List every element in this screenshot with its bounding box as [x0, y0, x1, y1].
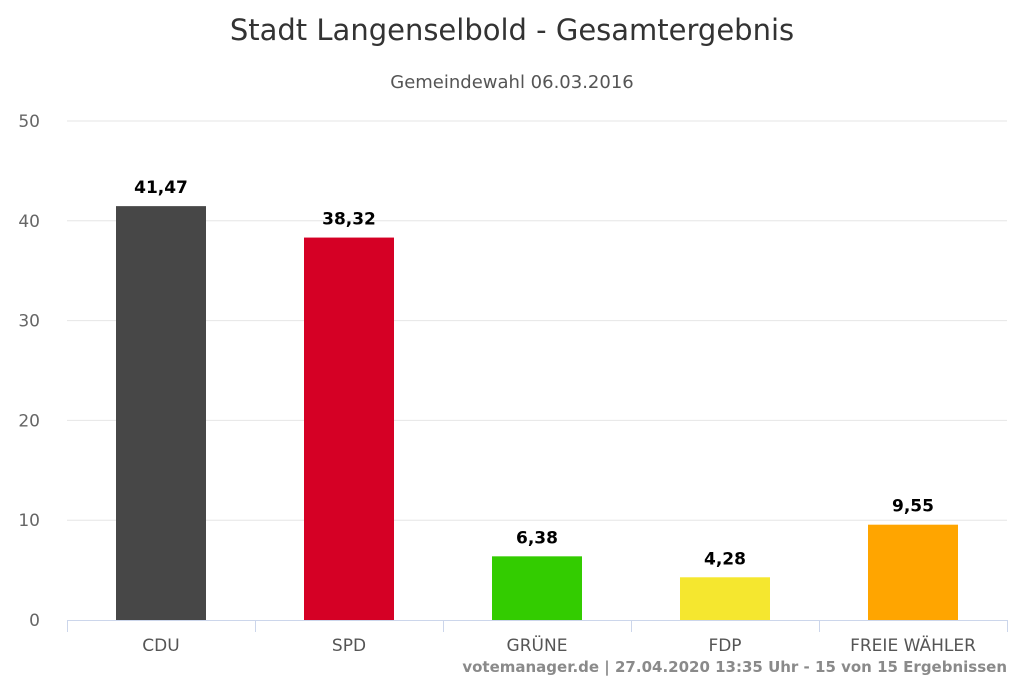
data-label: 6,38 — [516, 528, 558, 548]
x-axis: CDU SPD GRÜNE FDP FREIE WÄHLER — [67, 620, 1008, 656]
data-label: 4,28 — [704, 549, 746, 569]
y-axis-labels: 0 10 20 30 40 50 — [18, 112, 40, 631]
x-tick-label: GRÜNE — [507, 634, 568, 656]
x-tick-label: SPD — [332, 636, 366, 656]
bar-cdu[interactable] — [116, 206, 206, 620]
x-tick-label: FREIE WÄHLER — [850, 635, 976, 656]
gridlines — [67, 120, 1007, 521]
data-label: 41,47 — [134, 178, 188, 198]
bar-fdp[interactable] — [680, 577, 770, 620]
data-labels: 41,47 38,32 6,38 4,28 9,55 — [134, 178, 934, 569]
bar-spd[interactable] — [304, 237, 394, 620]
y-tick-label: 0 — [29, 611, 40, 631]
chart-subtitle: Gemeindewahl 06.03.2016 — [390, 72, 633, 93]
chart-title: Stadt Langenselbold - Gesamtergebnis — [230, 13, 794, 47]
bar-freie-w-hler[interactable] — [868, 524, 958, 620]
y-tick-label: 30 — [18, 312, 40, 332]
data-label: 38,32 — [322, 210, 376, 230]
x-tick-label: FDP — [708, 636, 741, 656]
y-tick-label: 40 — [18, 212, 40, 232]
x-tick-label: CDU — [142, 636, 179, 656]
y-tick-label: 50 — [18, 112, 40, 132]
data-label: 9,55 — [892, 497, 934, 517]
bars — [116, 206, 958, 620]
y-tick-label: 20 — [18, 411, 40, 431]
bar-gr-ne[interactable] — [492, 556, 582, 620]
credits[interactable]: votemanager.de | 27.04.2020 13:35 Uhr - … — [462, 658, 1007, 677]
y-tick-label: 10 — [18, 511, 40, 531]
